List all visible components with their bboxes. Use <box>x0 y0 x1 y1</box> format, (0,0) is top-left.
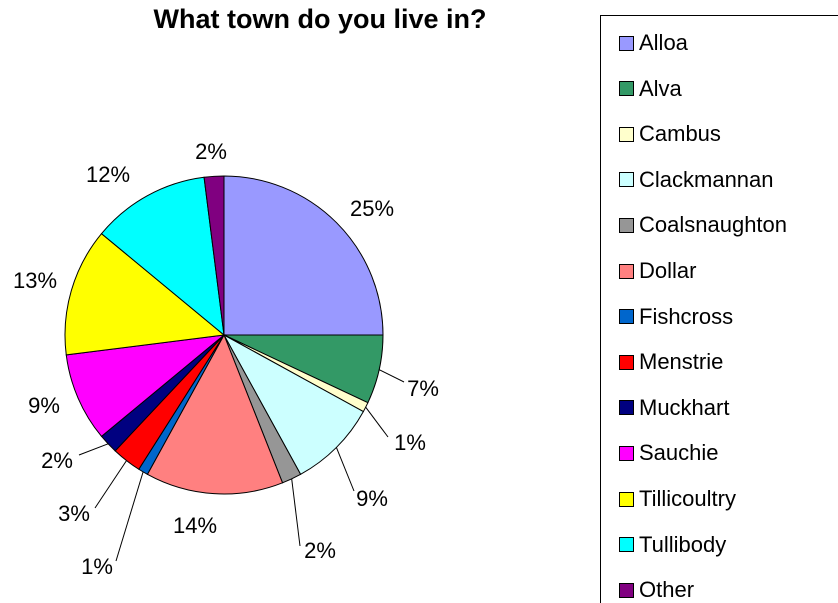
data-label-clackmannan: 9% <box>356 486 388 511</box>
data-label-sauchie: 9% <box>28 393 60 418</box>
legend-swatch <box>619 582 634 598</box>
legend-swatch <box>619 491 634 507</box>
pie-slice-alloa <box>223 175 384 336</box>
legend-label: Clackmannan <box>639 166 774 192</box>
legend-item-muckhart: Muckhart <box>619 393 729 423</box>
legend-swatch <box>619 445 634 461</box>
data-label-alva: 7% <box>407 376 439 401</box>
data-label-muckhart: 2% <box>41 448 73 473</box>
pie-slice-other <box>203 175 225 336</box>
legend-item-tillicoultry: Tillicoultry <box>619 484 736 514</box>
legend-label: Alva <box>639 75 682 101</box>
data-label-coalsnaughton: 2% <box>304 538 336 563</box>
legend-swatch <box>619 172 634 188</box>
legend-swatch <box>619 309 634 325</box>
legend-label: Muckhart <box>639 394 730 420</box>
pie-slices <box>64 175 384 495</box>
legend-label: Alloa <box>639 30 688 55</box>
chart-title: What town do you live in? <box>153 4 487 34</box>
leader-lines <box>78 369 405 562</box>
data-label-fishcross: 1% <box>81 554 113 579</box>
data-label-cambus: 1% <box>394 430 426 455</box>
leader-line-coalsnaughton <box>291 478 301 547</box>
leader-line-clackmannan <box>335 447 355 492</box>
data-label-tillicoultry: 13% <box>13 268 57 293</box>
legend-label: Tullibody <box>639 531 727 557</box>
data-label-alloa: 25% <box>350 196 394 221</box>
legend-swatch <box>619 81 634 97</box>
legend-item-clackmannan: Clackmannan <box>619 165 774 195</box>
legend-swatch <box>619 263 634 279</box>
legend-item-sauchie: Sauchie <box>619 438 719 468</box>
legend-item-cambus: Cambus <box>619 119 721 149</box>
pie-slice-clackmannan <box>222 333 365 476</box>
legend-item-fishcross: Fishcross <box>619 302 733 332</box>
data-label-menstrie: 3% <box>58 501 90 526</box>
legend-item-dollar: Dollar <box>619 256 696 286</box>
data-labels: 25% 7% 1% 9% 2% 14% 1% 3% 2% 9% 13% 12% 2% <box>13 139 439 579</box>
legend-swatch <box>619 126 634 142</box>
legend: Alloa Alva Cambus Clackmannan Coalsnaughton D… <box>600 15 838 603</box>
legend-label: Coalsnaughton <box>639 212 788 238</box>
pie-slice-tillicoultry <box>64 232 226 356</box>
legend-item-other: Other <box>619 575 694 603</box>
legend-swatch <box>619 537 634 553</box>
legend-label: Cambus <box>639 121 721 147</box>
pie-slice-sauchie <box>65 334 226 438</box>
legend-label: Tillicoultry <box>639 486 736 511</box>
legend-item-alva: Alva <box>619 74 682 104</box>
data-label-tullibody: 12% <box>86 162 130 187</box>
legend-item-tullibody: Tullibody <box>619 530 726 560</box>
leader-line-muckhart <box>78 443 109 456</box>
legend-label: Fishcross <box>639 303 734 329</box>
leader-line-cambus <box>365 406 389 438</box>
pie-slice-tullibody <box>100 176 225 337</box>
pie-slice-dollar <box>146 333 284 495</box>
legend-item-alloa: Alloa <box>619 28 688 58</box>
leader-line-fishcross <box>115 471 144 562</box>
legend-label: Sauchie <box>639 440 719 466</box>
legend-item-menstrie: Menstrie <box>619 347 723 377</box>
leader-line-menstrie <box>94 460 127 509</box>
leader-line-alva <box>378 369 405 383</box>
legend-label: Menstrie <box>639 349 724 375</box>
data-label-dollar: 14% <box>173 513 217 538</box>
legend-label: Other <box>639 577 695 603</box>
legend-swatch <box>619 400 634 416</box>
legend-swatch <box>619 35 634 51</box>
data-label-other: 2% <box>195 139 227 164</box>
legend-item-coalsnaughton: Coalsnaughton <box>619 210 787 240</box>
legend-label: Dollar <box>639 258 697 283</box>
legend-swatch <box>619 354 634 370</box>
legend-swatch <box>619 217 634 233</box>
